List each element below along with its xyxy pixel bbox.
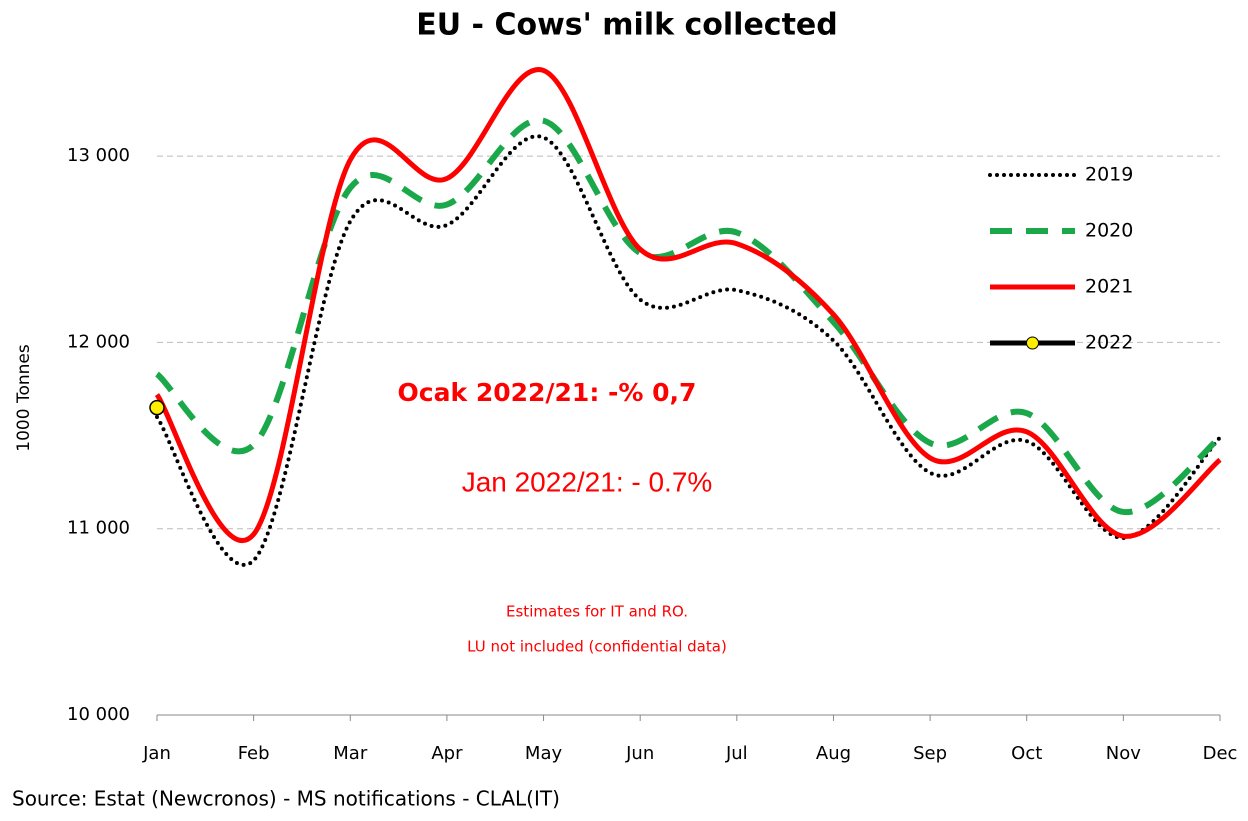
note: LU not included (confidential data) [467, 638, 727, 656]
x-tick-label: Oct [1011, 743, 1042, 764]
y-tick-label: 11 000 [67, 518, 130, 539]
legend-marker [1026, 336, 1039, 350]
x-tick-label: Jun [625, 743, 654, 764]
x-tick-label: Aug [816, 743, 851, 764]
chart-title: EU - Cows' milk collected [416, 8, 838, 43]
legend-label: 2021 [1085, 276, 1133, 298]
x-tick-label: Dec [1203, 743, 1238, 764]
annotation: Jan 2022/21: - 0.7% [462, 466, 713, 497]
x-tick-label: Apr [431, 743, 463, 764]
annotation: Ocak 2022/21: -% 0,7 [398, 378, 697, 407]
legend-label: 2020 [1085, 220, 1133, 242]
x-tick-label: Nov [1106, 743, 1141, 764]
y-axis-label: 1000 Tonnes [14, 344, 34, 452]
y-tick-label: 12 000 [67, 331, 130, 352]
x-tick-label: Sep [913, 743, 947, 764]
series-line [154, 67, 1222, 543]
y-tick-label: 10 000 [67, 704, 130, 725]
series-line [154, 117, 1222, 515]
series-line [155, 134, 1222, 567]
source: Source: Estat (Newcronos) - MS notificat… [12, 787, 560, 811]
x-tick-label: Jan [142, 743, 171, 764]
x-tick-label: Jul [725, 743, 748, 764]
point [149, 399, 165, 416]
y-tick-label: 13 000 [67, 145, 130, 166]
x-tick-label: May [525, 743, 563, 764]
x-tick-label: Mar [333, 743, 368, 764]
x-tick-label: Feb [238, 743, 270, 764]
note: Estimates for IT and RO. [506, 603, 688, 621]
legend-label: 2022 [1085, 332, 1133, 354]
legend-label: 2019 [1085, 164, 1133, 186]
